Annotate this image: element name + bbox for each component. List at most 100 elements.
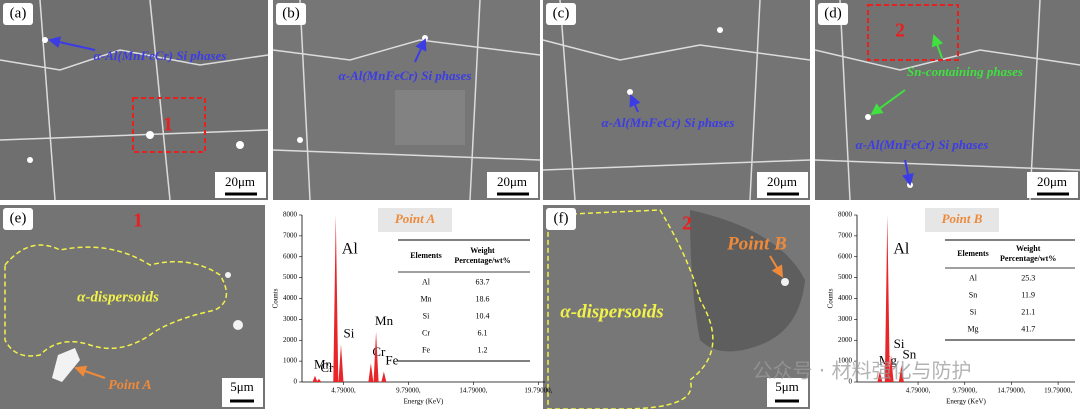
region-label: 2: [895, 20, 905, 42]
dispersoid-region: [547, 209, 714, 409]
table-cell: Si: [970, 307, 977, 316]
scale-bar-label: 20μm: [767, 174, 797, 189]
spectrum-peak: [333, 215, 339, 382]
table-cell: 11.9: [1021, 290, 1035, 299]
phase-label: α-Al(MnFeCr) Si phases: [94, 48, 227, 63]
arrow: [414, 38, 427, 63]
phase-label: α-Al(MnFeCr) Si phases: [339, 68, 472, 83]
panel-f: (f) 2 Point B α-dispersoids 5μm: [543, 205, 810, 409]
peak-label: Cr: [372, 344, 386, 359]
table-cell: 63.7: [475, 277, 489, 286]
arrow: [902, 159, 914, 186]
table-cell: Mn: [420, 294, 431, 303]
y-tick-label: 4000: [283, 294, 298, 302]
chart-title: Point B: [942, 211, 983, 226]
sn-phase-label: Sn-containing phases: [907, 64, 1023, 79]
table-cell: 6.1: [477, 328, 487, 337]
grain: [690, 210, 805, 352]
table-cell: Fe: [422, 345, 430, 354]
x-tick-label: 14.79000,: [459, 387, 487, 395]
eds-chart: 0 1000 2000 3000 4000 5000 6000 7000 8000 4.79000…: [827, 208, 1075, 406]
region-label: 2: [682, 213, 692, 235]
table-cell: 41.7: [1021, 324, 1035, 333]
dispersoid-label: α-dispersoids: [560, 301, 663, 322]
scale-bar-label: 5μm: [230, 379, 254, 394]
title-box: [378, 208, 452, 232]
peak-label: Al: [893, 241, 910, 258]
panel-label: (b): [282, 5, 300, 21]
peak-label: Sn: [902, 346, 916, 361]
y-tick-label: 8000: [283, 211, 298, 219]
region-box: [132, 97, 206, 153]
y-tick-label: 5000: [283, 273, 298, 281]
y-tick-label: 1000: [838, 357, 853, 365]
table-cell: Cr: [422, 328, 430, 337]
grain-boundary: [0, 0, 269, 201]
panel-label: (d): [824, 5, 842, 21]
watermark: 公众号 · 材料强化与防护: [752, 359, 971, 383]
y-tick-label: 2000: [838, 336, 853, 344]
phase-particle: [297, 137, 303, 143]
y-tick-label: 4000: [838, 294, 853, 302]
y-tick-label: 3000: [283, 315, 298, 323]
label-box: [3, 3, 33, 25]
y-tick-label: 7000: [283, 231, 298, 239]
phase-particle: [146, 131, 154, 139]
grain-boundary: [272, 0, 541, 201]
label-box: [3, 208, 33, 230]
arrow: [931, 34, 944, 59]
peak-label: Fe: [385, 353, 398, 368]
phase-particle: [42, 37, 48, 43]
table-cell: 1.2: [477, 345, 487, 354]
y-tick-label: 6000: [283, 252, 298, 260]
panel-label: (f): [554, 210, 569, 226]
sem-image: [543, 0, 810, 200]
table-header: Percentage/wt%: [1000, 254, 1056, 263]
x-tick-label: 4.79000,: [331, 387, 356, 395]
region-label: 1: [133, 210, 143, 232]
panel-label: (e): [10, 210, 27, 226]
grain: [395, 90, 465, 145]
phase-particle: [781, 278, 789, 286]
y-tick-label: 7000: [838, 231, 853, 239]
x-tick-label: 19.79000,: [1044, 387, 1072, 395]
y-tick-label: 5000: [838, 273, 853, 281]
region-box: [867, 4, 959, 61]
x-axis-title: Energy (KeV): [404, 398, 444, 406]
eds-charts: 0 1000 2000 3000 4000 5000 6000 7000 8000 4.79000…: [272, 208, 1075, 406]
phase-label: α-Al(MnFeCr) Si phases: [602, 115, 735, 130]
region-label: 1: [163, 114, 173, 136]
phase-particle: [225, 272, 231, 278]
phase-particle: [627, 89, 633, 95]
point-label: Point B: [726, 233, 787, 254]
x-tick-label: 9.79000,: [396, 387, 421, 395]
chart-title: Point A: [395, 211, 436, 226]
panel-c: (c) α-Al(MnFeCr) Si phases 20μm: [542, 0, 811, 201]
scale-bar-label: 20μm: [225, 174, 255, 189]
arrow: [629, 94, 641, 113]
spectrum-peak: [338, 344, 344, 382]
phase-particle: [52, 348, 80, 382]
y-axis-title: Counts: [272, 288, 280, 308]
spectrum-peak: [373, 331, 379, 382]
y-tick-label: 2000: [283, 336, 298, 344]
point-label: Point A: [108, 378, 151, 393]
phase-particle: [233, 320, 243, 330]
label-box: [546, 208, 576, 230]
table-cell: Al: [969, 273, 978, 282]
spectrum-peak: [884, 215, 890, 382]
x-tick-label: 19.79000,: [524, 387, 552, 395]
spectrum-peak: [877, 371, 883, 382]
panel-label: (a): [10, 5, 27, 21]
y-tick-label: 0: [849, 378, 853, 386]
peak-label: Si: [344, 325, 355, 340]
y-tick-label: 3000: [838, 315, 853, 323]
sem-image: [0, 205, 265, 409]
phase-particle: [865, 114, 871, 120]
scale-bar-label: 20μm: [1037, 174, 1067, 189]
table-cell: Sn: [969, 290, 977, 299]
table-cell: Mg: [967, 324, 978, 333]
phase-particle: [236, 141, 244, 149]
y-tick-label: 0: [294, 378, 298, 386]
